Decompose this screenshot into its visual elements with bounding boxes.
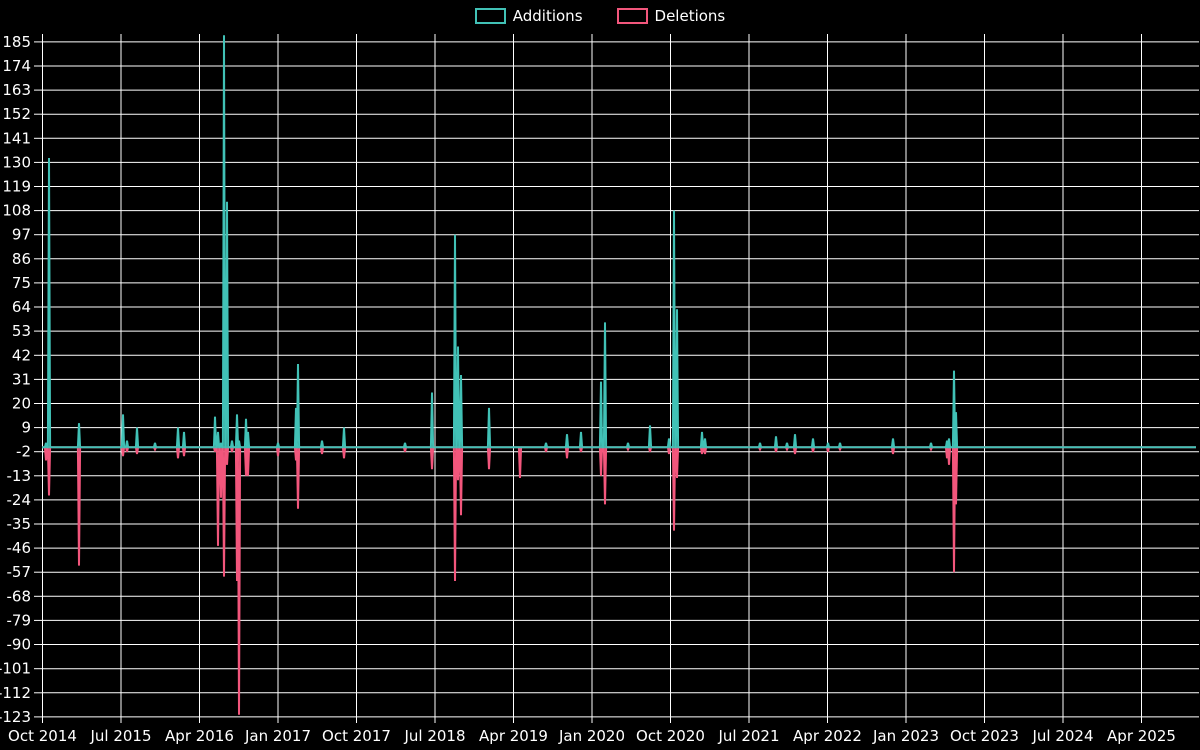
x-tick-label: Jan 2020	[558, 727, 625, 745]
y-tick-label: 152	[2, 105, 31, 123]
y-tick-label: 31	[12, 370, 31, 388]
x-tick-label: Jul 2021	[717, 727, 779, 745]
x-tick-label: Oct 2014	[8, 727, 77, 745]
deletions-swatch-icon	[616, 8, 648, 24]
y-tick-label: 75	[12, 274, 31, 292]
y-tick-label: 130	[2, 153, 31, 171]
y-tick-label: -46	[7, 539, 32, 557]
x-tick-label: Jan 2017	[244, 727, 311, 745]
y-tick-label: 141	[2, 129, 31, 147]
x-tick-label: Jul 2015	[89, 727, 151, 745]
legend-item-additions[interactable]: Additions	[474, 7, 583, 25]
legend-label-additions: Additions	[512, 7, 583, 25]
y-tick-label: 185	[2, 33, 31, 51]
y-tick-label: 9	[21, 419, 31, 437]
x-tick-label: Apr 2016	[165, 727, 234, 745]
y-tick-label: -112	[0, 684, 31, 702]
x-tick-label: Oct 2017	[322, 727, 391, 745]
y-tick-label: -79	[7, 611, 32, 629]
y-tick-label: 108	[2, 202, 31, 220]
y-tick-label: 20	[12, 395, 31, 413]
y-tick-label: -13	[7, 467, 32, 485]
x-tick-label: Apr 2019	[479, 727, 548, 745]
y-tick-label: 97	[12, 226, 31, 244]
x-tick-label: Apr 2025	[1107, 727, 1176, 745]
y-tick-label: -2	[16, 443, 31, 461]
y-tick-label: 53	[12, 322, 31, 340]
y-tick-label: 64	[12, 298, 31, 316]
y-tick-label: 86	[12, 250, 31, 268]
y-tick-label: -123	[0, 708, 31, 726]
y-tick-label: 119	[2, 178, 31, 196]
x-tick-label: Oct 2020	[636, 727, 705, 745]
y-tick-label: -68	[7, 587, 32, 605]
deletions-line	[42, 446, 1196, 715]
chart-legend: Additions Deletions	[0, 7, 1200, 25]
x-tick-label: Apr 2022	[793, 727, 862, 745]
y-tick-label: 42	[12, 346, 31, 364]
y-tick-label: -101	[0, 660, 31, 678]
y-tick-label: -35	[7, 515, 32, 533]
y-tick-label: 174	[2, 57, 31, 75]
x-tick-label: Jul 2018	[403, 727, 465, 745]
legend-item-deletions[interactable]: Deletions	[616, 7, 726, 25]
y-tick-label: -90	[7, 636, 32, 654]
x-tick-label: Jan 2023	[872, 727, 939, 745]
additions-line	[42, 35, 1196, 449]
legend-label-deletions: Deletions	[654, 7, 726, 25]
y-tick-label: -24	[7, 491, 32, 509]
y-tick-label: 163	[2, 81, 31, 99]
x-tick-label: Jul 2024	[1031, 727, 1093, 745]
x-tick-label: Oct 2023	[950, 727, 1019, 745]
additions-swatch-icon	[474, 8, 506, 24]
y-tick-label: -57	[7, 563, 32, 581]
